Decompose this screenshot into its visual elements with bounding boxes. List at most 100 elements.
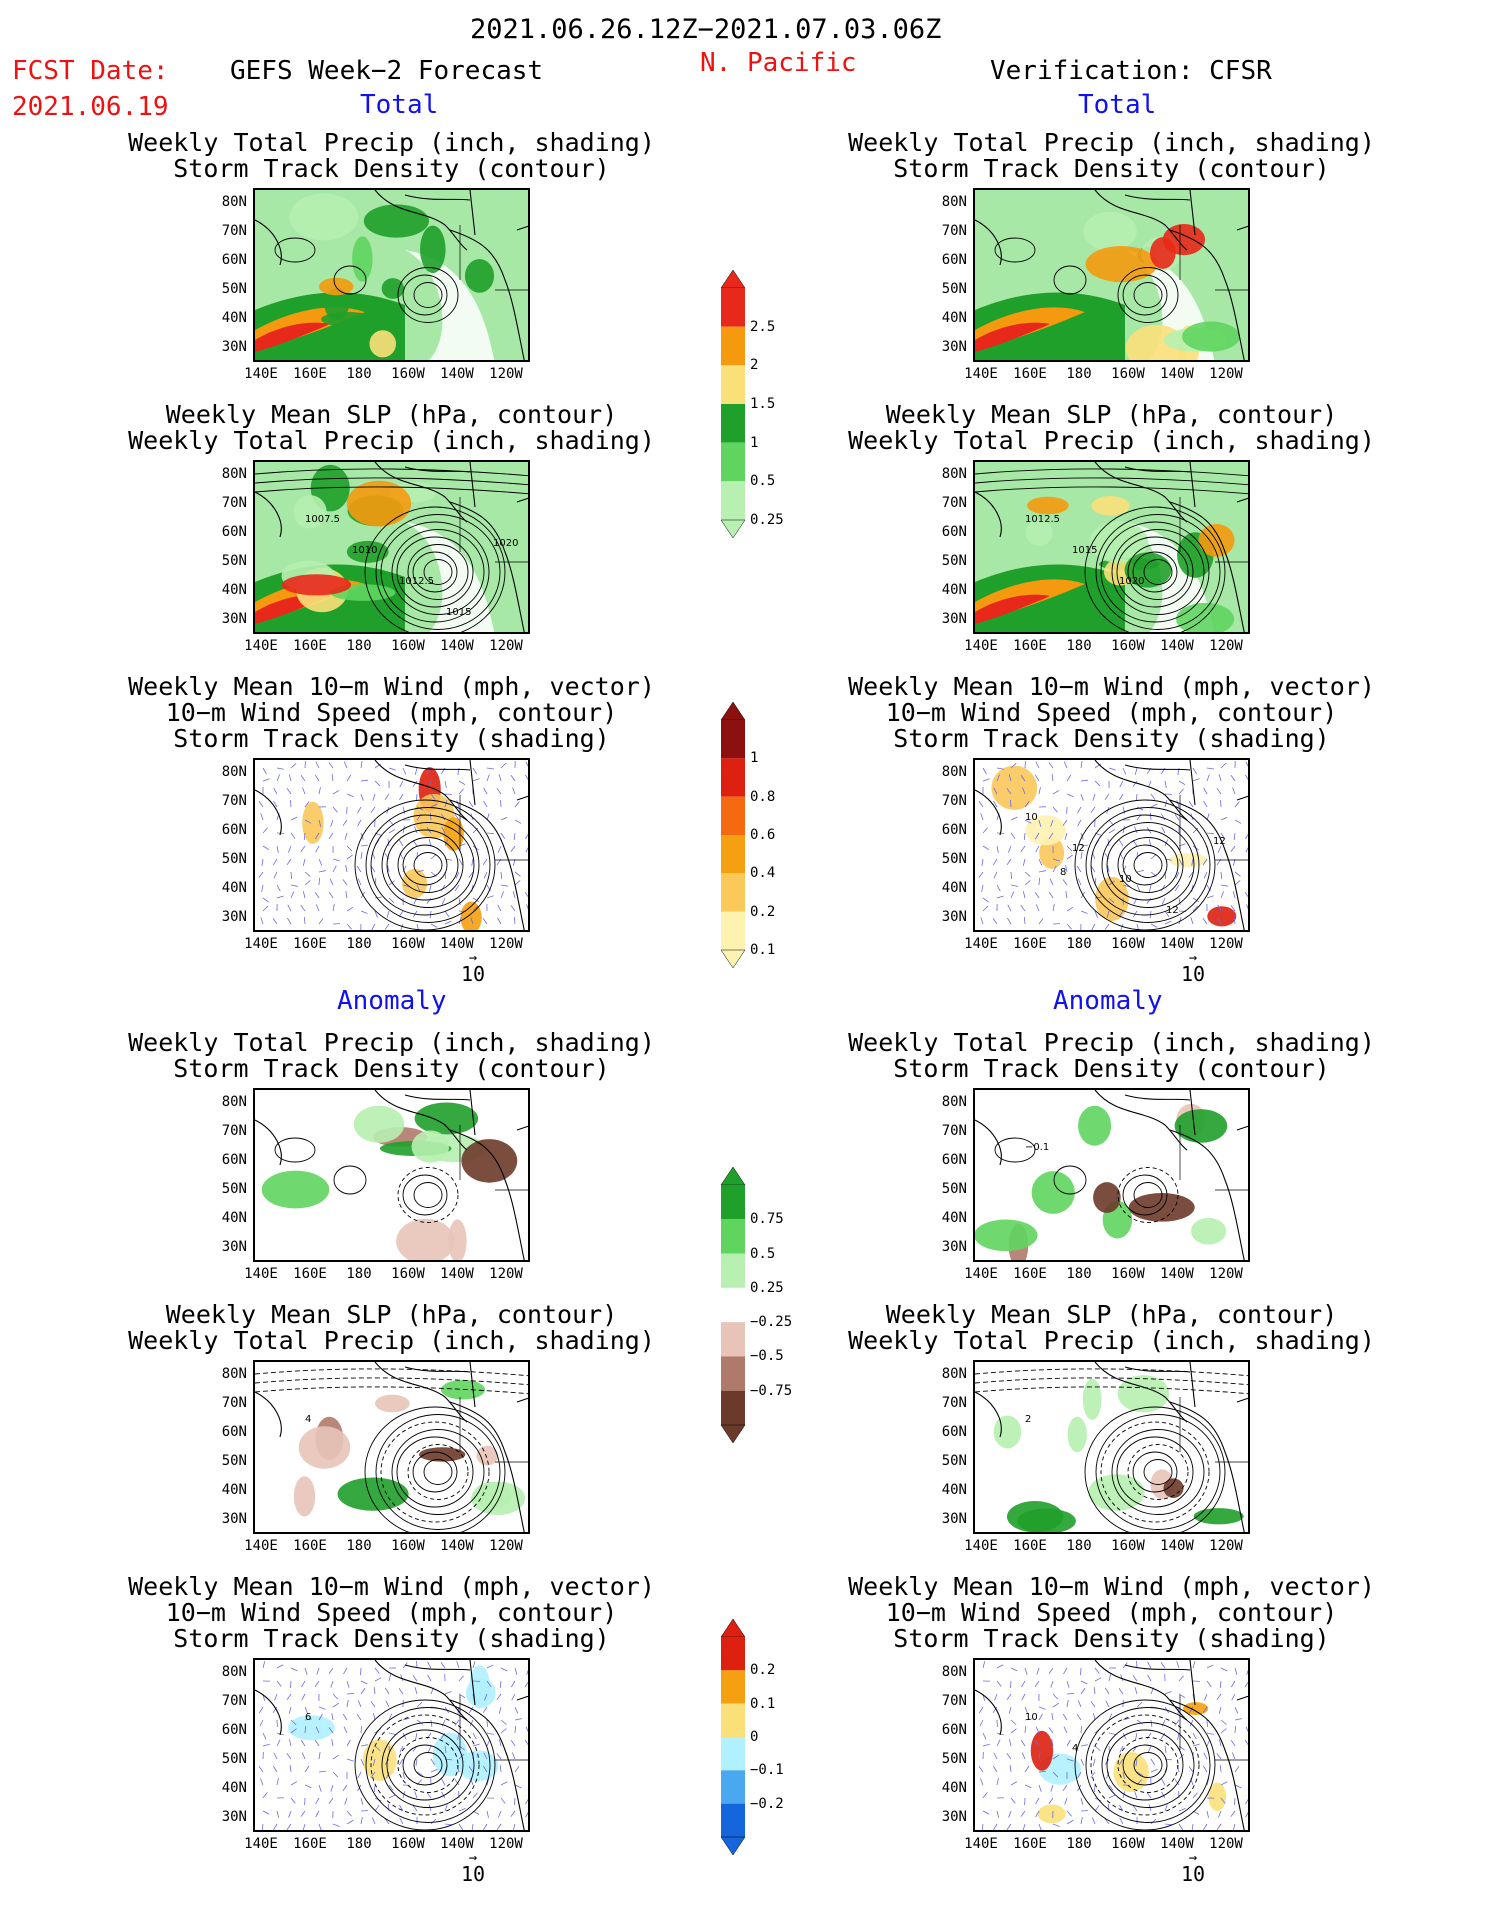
lat-tick-label: 30N bbox=[221, 1809, 247, 1825]
lat-tick-label: 60N bbox=[221, 1152, 247, 1168]
lon-tick-label: 180 bbox=[346, 1538, 372, 1554]
lon-tick-label: 140W bbox=[440, 1538, 474, 1554]
contour-label: 10 bbox=[1119, 874, 1132, 885]
map-panel-forecast-0 bbox=[253, 188, 530, 362]
lon-tick-label: 120W bbox=[489, 638, 523, 654]
panel-title: Weekly Mean 10−m Wind (mph, vector) bbox=[848, 672, 1375, 701]
lat-tick-label: 80N bbox=[221, 1094, 247, 1110]
lat-tick-label: 40N bbox=[941, 1210, 967, 1226]
contour-label: 2 bbox=[1025, 1414, 1031, 1425]
lon-tick-label: 160W bbox=[391, 366, 425, 382]
lat-tick-label: 30N bbox=[221, 909, 247, 925]
lon-tick-label: 160W bbox=[1111, 1836, 1145, 1852]
map-graphic: 2 bbox=[975, 1362, 1248, 1532]
map-graphic bbox=[975, 190, 1248, 360]
lon-tick-label: 120W bbox=[1209, 936, 1243, 952]
lon-tick-label: 140W bbox=[1160, 366, 1194, 382]
lon-tick-label: 140E bbox=[244, 936, 278, 952]
lon-tick-label: 140W bbox=[440, 638, 474, 654]
lon-tick-label: 180 bbox=[346, 638, 372, 654]
map-panel-verification-0 bbox=[973, 188, 1250, 362]
lat-tick-label: 80N bbox=[221, 1366, 247, 1382]
lon-tick-label: 180 bbox=[1066, 1266, 1092, 1282]
contour-label: 1020 bbox=[1119, 576, 1144, 587]
lat-tick-label: 30N bbox=[941, 611, 967, 627]
lat-tick-label: 70N bbox=[941, 1395, 967, 1411]
panel-title: 10−m Wind Speed (mph, contour) bbox=[165, 1598, 618, 1627]
panel-title: Weekly Total Precip (inch, shading) bbox=[128, 426, 655, 455]
lon-tick-label: 140E bbox=[964, 366, 998, 382]
lon-tick-label: 180 bbox=[1066, 1538, 1092, 1554]
colorbar-tick-label: 2.5 bbox=[750, 318, 776, 335]
colorbar-tick-label: 0.5 bbox=[750, 473, 776, 490]
lon-tick-label: 160W bbox=[1111, 1266, 1145, 1282]
lat-tick-label: 70N bbox=[221, 1693, 247, 1709]
lat-tick-label: 40N bbox=[941, 310, 967, 326]
lon-tick-label: 160W bbox=[391, 1836, 425, 1852]
colorbar-tick-label: −0.25 bbox=[750, 1314, 793, 1331]
colorbar-tick-label: −0.1 bbox=[750, 1762, 784, 1779]
lon-tick-label: 140E bbox=[244, 638, 278, 654]
fcst-date-label: FCST Date: bbox=[12, 56, 169, 86]
panel-title: Weekly Total Precip (inch, shading) bbox=[848, 426, 1375, 455]
contour-label: −0.1 bbox=[1025, 1142, 1049, 1153]
map-graphic: 1012.5 1015 1020 bbox=[975, 462, 1248, 632]
panel-title: 10−m Wind Speed (mph, contour) bbox=[885, 1598, 1338, 1627]
panel-title: Storm Track Density (shading) bbox=[893, 1624, 1330, 1653]
map-graphic bbox=[255, 760, 528, 930]
lat-tick-label: 50N bbox=[221, 1751, 247, 1767]
lon-tick-label: 160E bbox=[1013, 638, 1047, 654]
panel-title: Weekly Mean 10−m Wind (mph, vector) bbox=[848, 1572, 1375, 1601]
lon-tick-label: 180 bbox=[346, 1266, 372, 1282]
lon-tick-label: 180 bbox=[346, 936, 372, 952]
lat-tick-label: 30N bbox=[941, 339, 967, 355]
lat-tick-label: 60N bbox=[941, 822, 967, 838]
region-title: N. Pacific bbox=[700, 48, 857, 78]
lat-tick-label: 60N bbox=[941, 1424, 967, 1440]
lon-tick-label: 140W bbox=[1160, 1266, 1194, 1282]
panel-title: Weekly Total Precip (inch, shading) bbox=[848, 128, 1375, 157]
fcst-date-value: 2021.06.19 bbox=[12, 92, 169, 122]
colorbar-tick-label: 1 bbox=[750, 750, 759, 767]
lon-tick-label: 160E bbox=[1013, 1538, 1047, 1554]
lon-tick-label: 140E bbox=[964, 638, 998, 654]
lat-tick-label: 80N bbox=[221, 194, 247, 210]
lon-tick-label: 180 bbox=[1066, 1836, 1092, 1852]
lon-tick-label: 120W bbox=[489, 1836, 523, 1852]
lat-tick-label: 30N bbox=[941, 1511, 967, 1527]
lat-tick-label: 80N bbox=[941, 466, 967, 482]
colorbar-tick-label: −0.5 bbox=[750, 1348, 784, 1365]
vector-reference: → 10 bbox=[1180, 1850, 1206, 1887]
lon-tick-label: 160E bbox=[1013, 366, 1047, 382]
colorbar-tick-label: 0.1 bbox=[750, 942, 776, 958]
lat-tick-label: 60N bbox=[941, 252, 967, 268]
lat-tick-label: 40N bbox=[221, 582, 247, 598]
lon-tick-label: 120W bbox=[1209, 1266, 1243, 1282]
lon-tick-label: 140W bbox=[1160, 638, 1194, 654]
lon-tick-label: 160W bbox=[1111, 936, 1145, 952]
total-heading-right: Total bbox=[1078, 90, 1157, 120]
map-graphic: 10 4 bbox=[975, 1660, 1248, 1830]
lon-tick-label: 140W bbox=[440, 936, 474, 952]
colorbar-tick-label: 0.25 bbox=[750, 1279, 784, 1296]
colorbar-tick-label: 0.6 bbox=[750, 827, 776, 843]
lat-tick-label: 30N bbox=[941, 1239, 967, 1255]
lat-tick-label: 30N bbox=[941, 909, 967, 925]
lon-tick-label: 160E bbox=[293, 936, 327, 952]
lat-tick-label: 70N bbox=[221, 495, 247, 511]
lat-tick-label: 50N bbox=[221, 281, 247, 297]
lon-tick-label: 140W bbox=[1160, 936, 1194, 952]
lon-tick-label: 160E bbox=[293, 1836, 327, 1852]
map-panel-verification-5: 10 4 bbox=[973, 1658, 1250, 1832]
lat-tick-label: 40N bbox=[221, 310, 247, 326]
lat-tick-label: 50N bbox=[941, 553, 967, 569]
map-panel-forecast-5: 6 bbox=[253, 1658, 530, 1832]
lon-tick-label: 140E bbox=[964, 936, 998, 952]
lat-tick-label: 80N bbox=[221, 764, 247, 780]
lon-tick-label: 160W bbox=[1111, 638, 1145, 654]
lon-tick-label: 140W bbox=[440, 1266, 474, 1282]
contour-label: 10 bbox=[1025, 812, 1038, 823]
total-heading-left: Total bbox=[360, 90, 439, 120]
lat-tick-label: 70N bbox=[221, 1123, 247, 1139]
map-panel-forecast-3 bbox=[253, 1088, 530, 1262]
